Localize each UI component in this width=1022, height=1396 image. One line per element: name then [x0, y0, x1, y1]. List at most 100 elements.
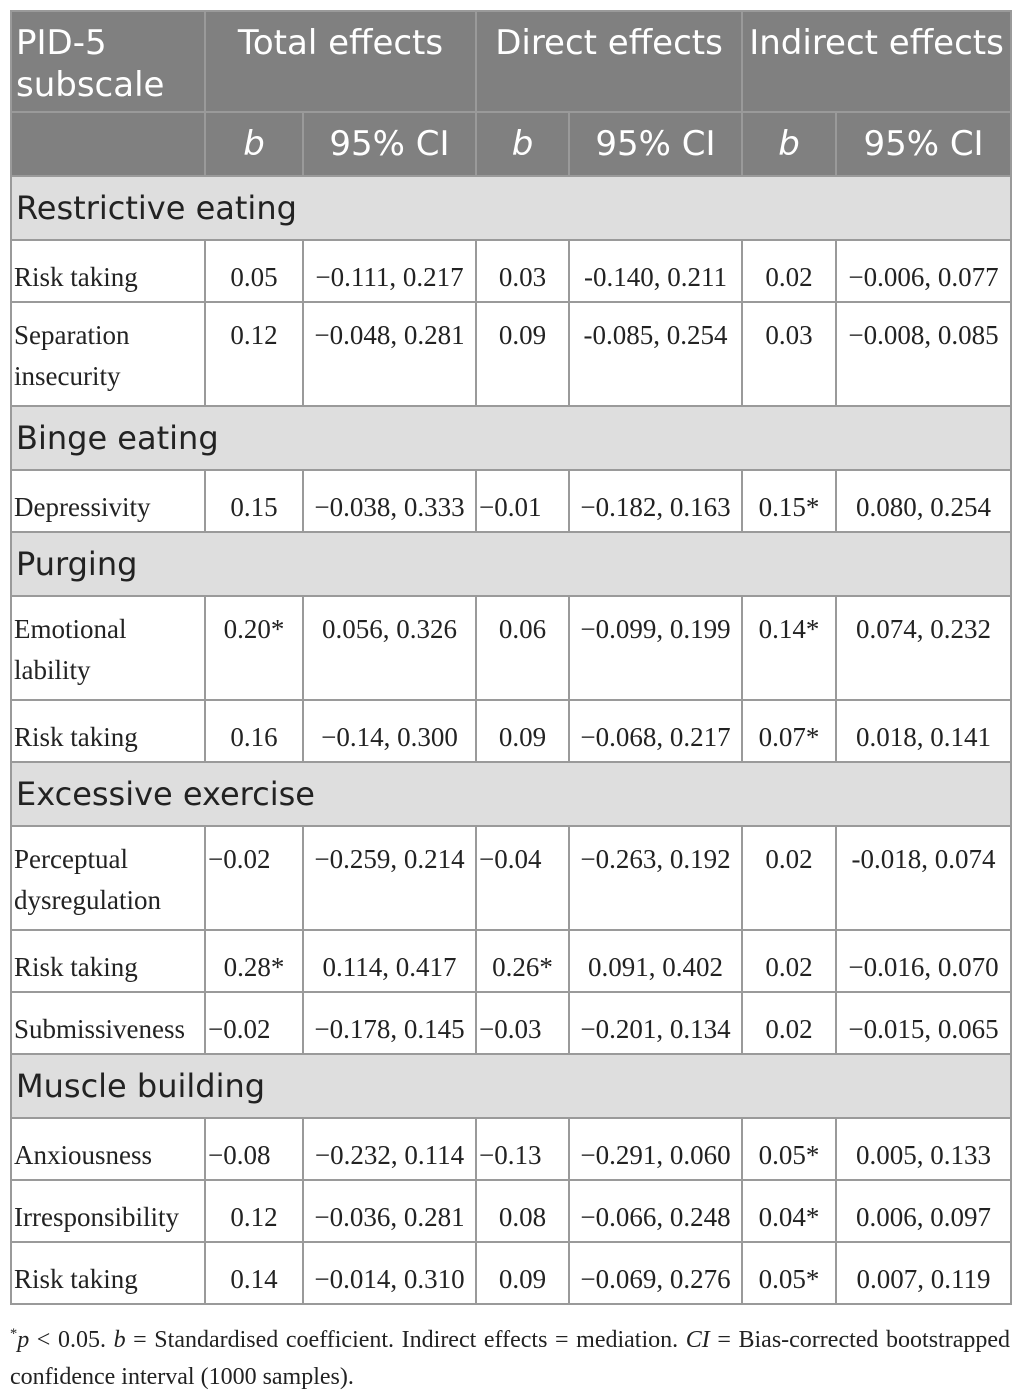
total-b: 0.12 — [204, 1179, 304, 1243]
footnote-ci: CI — [685, 1327, 710, 1353]
table-row: Risk taking 0.05 −0.111, 0.217 0.03 -0.1… — [10, 239, 1013, 303]
indirect-ci: 0.018, 0.141 — [835, 699, 1013, 763]
indirect-ci: 0.006, 0.097 — [835, 1179, 1013, 1243]
indirect-b: 0.05* — [741, 1117, 838, 1181]
section-title: Restrictive eating — [9, 175, 1013, 241]
results-table-container: PID-5 subscale Total effects Direct effe… — [9, 10, 1013, 1305]
indirect-ci: −0.016, 0.070 — [835, 929, 1013, 993]
total-ci: −0.259, 0.214 — [302, 825, 477, 931]
direct-ci: −0.099, 0.199 — [567, 595, 744, 701]
header-total-ci: 95% CI — [302, 111, 477, 177]
total-ci: −0.048, 0.281 — [302, 301, 477, 407]
section-row: Restrictive eating — [9, 175, 1013, 241]
section-row: Excessive exercise — [9, 761, 1013, 827]
total-b: 0.05 — [204, 239, 304, 303]
direct-ci: −0.263, 0.192 — [567, 825, 744, 931]
table-footnote: *p < 0.05. b = Standardised coefficient.… — [10, 1316, 1010, 1396]
row-label: Submissiveness — [10, 991, 206, 1055]
direct-b: 0.09 — [475, 699, 570, 763]
footnote-b: b — [113, 1327, 126, 1353]
total-ci: −0.111, 0.217 — [302, 239, 477, 303]
direct-b: 0.09 — [475, 301, 570, 407]
indirect-ci: −0.006, 0.077 — [835, 239, 1013, 303]
indirect-ci: 0.074, 0.232 — [835, 595, 1013, 701]
row-label: Depressivity — [10, 469, 206, 533]
footnote-text-3: = Bias-corrected bootstrapped confidence… — [10, 1327, 1010, 1390]
table-row: Perceptual dysregulation −0.02 −0.259, 0… — [10, 825, 1013, 931]
indirect-b: 0.07* — [741, 699, 838, 763]
row-label: Emotional lability — [10, 595, 206, 701]
total-b: 0.20* — [204, 595, 304, 701]
header-row-groups: PID-5 subscale Total effects Direct effe… — [10, 10, 1013, 113]
header-indirect-b: b — [741, 111, 838, 177]
table-row: Irresponsibility 0.12 −0.036, 0.281 0.08… — [10, 1179, 1013, 1243]
section-title: Purging — [9, 531, 1013, 597]
total-ci: −0.014, 0.310 — [302, 1241, 477, 1305]
row-label: Separation insecurity — [10, 301, 206, 407]
header-direct-b: b — [475, 111, 570, 177]
table-row: Risk taking 0.16 −0.14, 0.300 0.09 −0.06… — [10, 699, 1013, 763]
direct-b: 0.03 — [475, 239, 570, 303]
footnote-asterisk: * — [10, 1326, 18, 1342]
header-direct-ci: 95% CI — [567, 111, 744, 177]
section-row: Binge eating — [9, 405, 1013, 471]
direct-b: −0.04 — [475, 825, 570, 931]
direct-ci: 0.091, 0.402 — [567, 929, 744, 993]
direct-b: 0.06 — [475, 595, 570, 701]
header-pid5-subscale: PID-5 subscale — [10, 10, 206, 113]
total-ci: −0.232, 0.114 — [302, 1117, 477, 1181]
indirect-ci: 0.005, 0.133 — [835, 1117, 1013, 1181]
mediation-results-table: PID-5 subscale Total effects Direct effe… — [9, 10, 1013, 1305]
total-ci: 0.114, 0.417 — [302, 929, 477, 993]
section-title: Binge eating — [9, 405, 1013, 471]
indirect-b: 0.05* — [741, 1241, 838, 1305]
indirect-b: 0.02 — [741, 239, 838, 303]
row-label: Risk taking — [10, 239, 206, 303]
header-indirect-ci: 95% CI — [835, 111, 1013, 177]
table-row: Depressivity 0.15 −0.038, 0.333 −0.01 −0… — [10, 469, 1013, 533]
total-ci: 0.056, 0.326 — [302, 595, 477, 701]
indirect-b: 0.02 — [741, 825, 838, 931]
direct-ci: −0.068, 0.217 — [567, 699, 744, 763]
total-b: 0.14 — [204, 1241, 304, 1305]
indirect-ci: -0.018, 0.074 — [835, 825, 1013, 931]
indirect-b: 0.04* — [741, 1179, 838, 1243]
direct-b: 0.08 — [475, 1179, 570, 1243]
direct-ci: −0.182, 0.163 — [567, 469, 744, 533]
header-total-b: b — [204, 111, 304, 177]
indirect-b: 0.02 — [741, 991, 838, 1055]
total-ci: −0.178, 0.145 — [302, 991, 477, 1055]
total-b: 0.15 — [204, 469, 304, 533]
direct-ci: −0.069, 0.276 — [567, 1241, 744, 1305]
header-blank — [10, 111, 206, 177]
direct-ci: −0.066, 0.248 — [567, 1179, 744, 1243]
total-b: 0.28* — [204, 929, 304, 993]
row-label: Anxiousness — [10, 1117, 206, 1181]
total-b: −0.02 — [204, 825, 304, 931]
direct-b: −0.01 — [475, 469, 570, 533]
row-label: Irresponsibility — [10, 1179, 206, 1243]
header-indirect-effects: Indirect effects — [741, 10, 1013, 113]
total-ci: −0.038, 0.333 — [302, 469, 477, 533]
footnote-text-2: = Standardised coefficient. Indirect eff… — [125, 1327, 686, 1353]
direct-b: −0.13 — [475, 1117, 570, 1181]
direct-b: 0.09 — [475, 1241, 570, 1305]
row-label: Risk taking — [10, 1241, 206, 1305]
table-row: Anxiousness −0.08 −0.232, 0.114 −0.13 −0… — [10, 1117, 1013, 1181]
total-b: 0.16 — [204, 699, 304, 763]
total-ci: −0.036, 0.281 — [302, 1179, 477, 1243]
section-row: Purging — [9, 531, 1013, 597]
row-label: Perceptual dysregulation — [10, 825, 206, 931]
table-row: Emotional lability 0.20* 0.056, 0.326 0.… — [10, 595, 1013, 701]
direct-ci: -0.140, 0.211 — [567, 239, 744, 303]
header-total-effects: Total effects — [204, 10, 477, 113]
section-title: Muscle building — [9, 1053, 1013, 1119]
indirect-ci: 0.080, 0.254 — [835, 469, 1013, 533]
table-row: Risk taking 0.14 −0.014, 0.310 0.09 −0.0… — [10, 1241, 1013, 1305]
indirect-b: 0.02 — [741, 929, 838, 993]
footnote-p: p — [17, 1327, 30, 1353]
indirect-b: 0.03 — [741, 301, 838, 407]
row-label: Risk taking — [10, 699, 206, 763]
direct-ci: -0.085, 0.254 — [567, 301, 744, 407]
table-row: Submissiveness −0.02 −0.178, 0.145 −0.03… — [10, 991, 1013, 1055]
